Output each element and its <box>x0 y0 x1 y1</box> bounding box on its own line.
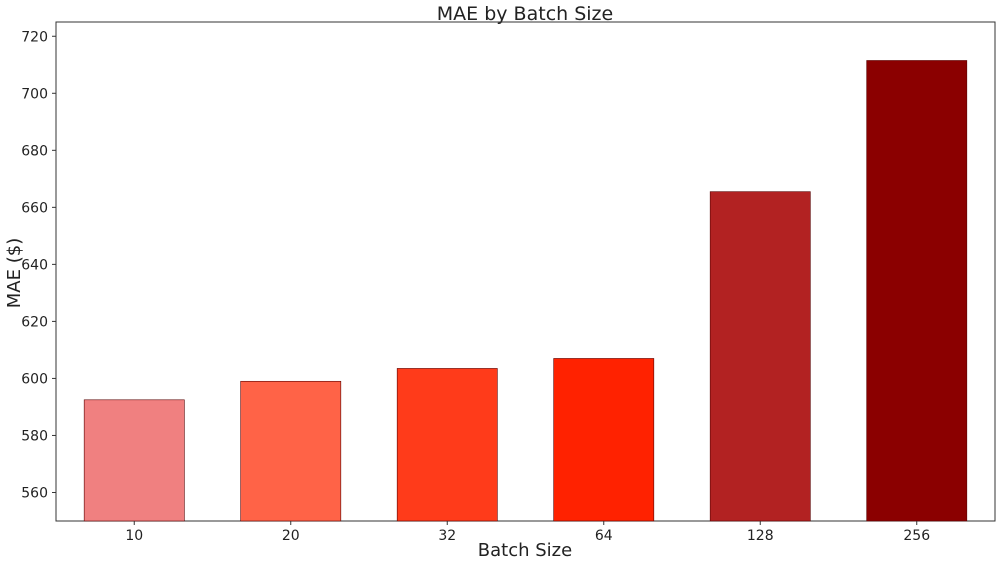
y-tick-label-580: 580 <box>21 428 48 444</box>
x-tick-label-20: 20 <box>282 528 300 544</box>
y-tick-label-560: 560 <box>21 485 48 501</box>
y-tick-label-660: 660 <box>21 200 48 216</box>
x-axis-title: Batch Size <box>478 540 572 561</box>
y-tick-label-680: 680 <box>21 143 48 159</box>
chart-title: MAE by Batch Size <box>437 3 613 25</box>
y-tick-label-720: 720 <box>21 29 48 45</box>
y-tick-label-700: 700 <box>21 86 48 102</box>
bar-128 <box>709 191 811 522</box>
x-tick-label-64: 64 <box>595 528 613 544</box>
y-tick-label-600: 600 <box>21 371 48 387</box>
x-tick-label-128: 128 <box>747 528 774 544</box>
bar-64 <box>553 358 655 522</box>
x-tick-label-10: 10 <box>125 528 143 544</box>
bar-256 <box>866 60 968 522</box>
bar-20 <box>240 380 342 522</box>
x-tick-label-32: 32 <box>438 528 456 544</box>
y-tick-label-640: 640 <box>21 257 48 273</box>
y-tick-label-620: 620 <box>21 314 48 330</box>
y-axis-title: MAE ($) <box>4 238 25 308</box>
x-tick-label-256: 256 <box>903 528 930 544</box>
bar-32 <box>396 368 498 522</box>
plot-area: 560 580 600 620 640 660 680 700 720 10 20 32 64 128 25… <box>21 21 996 544</box>
bar-10 <box>83 399 185 522</box>
plot-frame <box>55 21 996 522</box>
